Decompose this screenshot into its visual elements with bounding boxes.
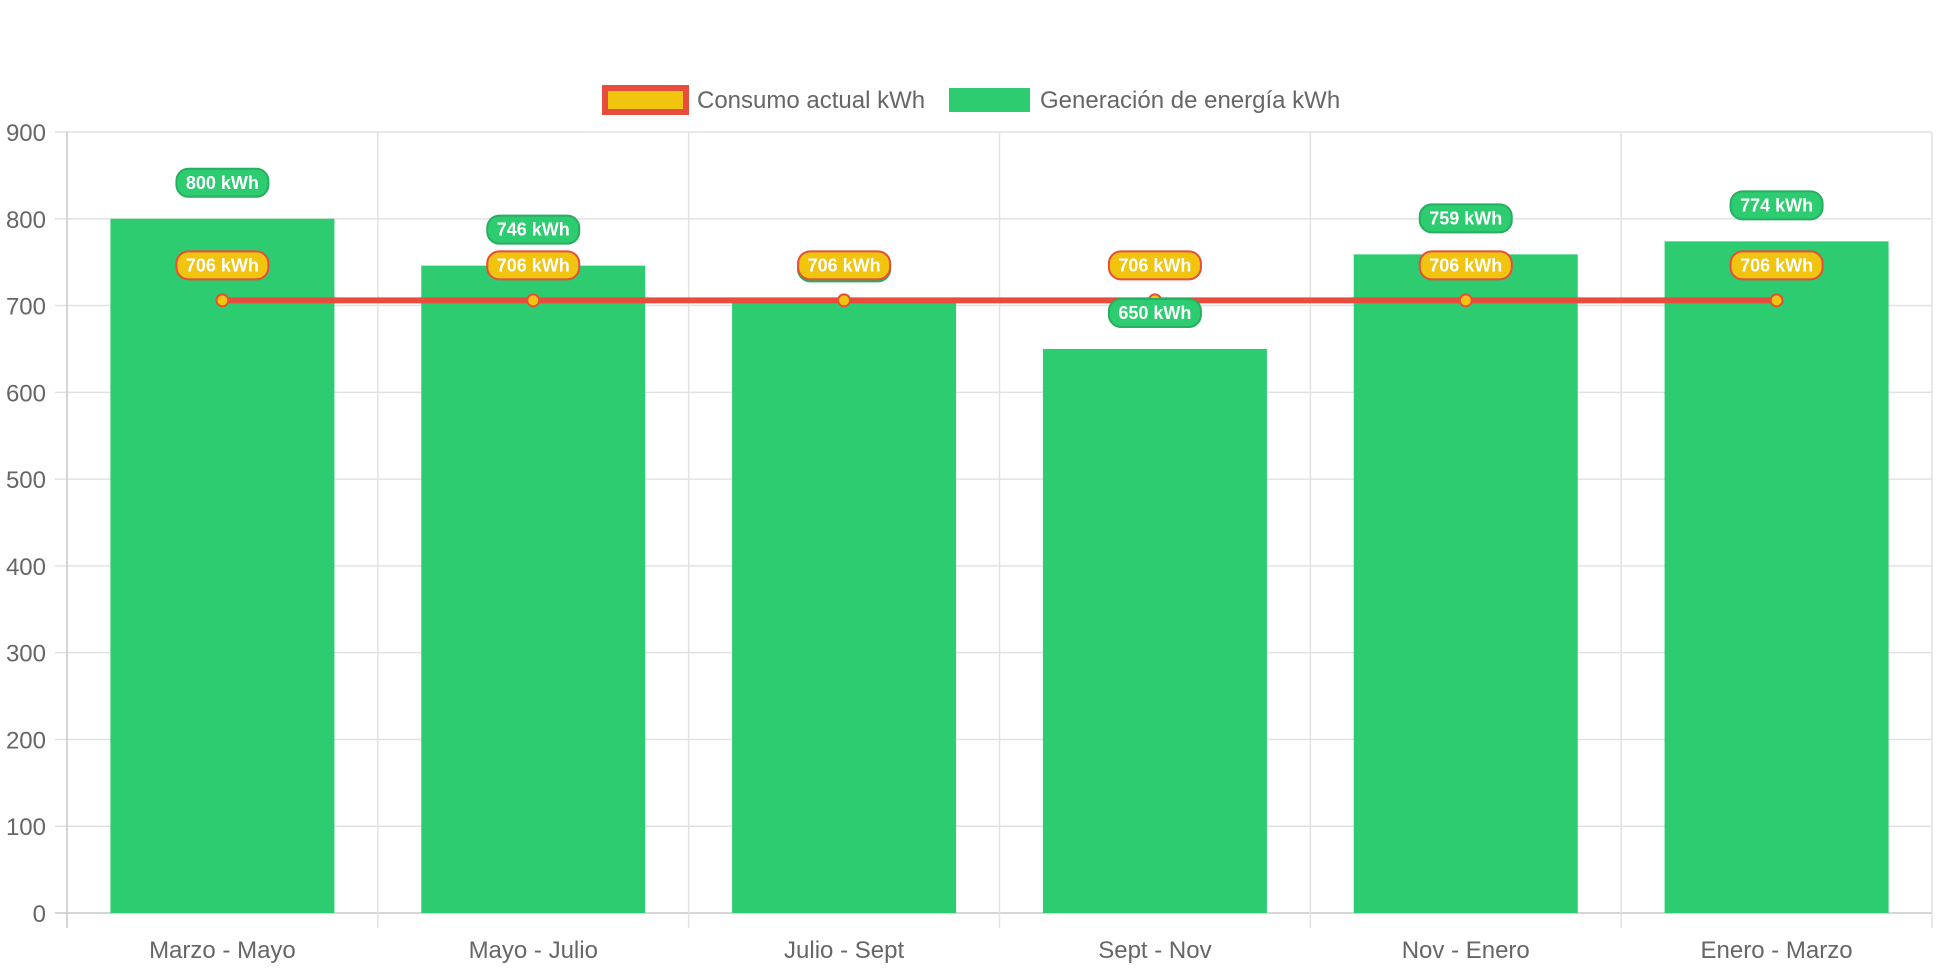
- y-tick-label: 800: [6, 207, 46, 234]
- data-label-generacion-bg: [175, 167, 270, 198]
- legend: Consumo actual kWh Generación de energía…: [602, 85, 1340, 115]
- data-label-generacion: 650 kWh: [1107, 297, 1202, 328]
- data-label-generacion: 746 kWh: [486, 214, 581, 245]
- data-label-generacion-text: 759 kWh: [1429, 208, 1502, 228]
- data-label-generacion-text: 650 kWh: [1118, 303, 1191, 323]
- y-tick-label: 500: [6, 467, 46, 494]
- bar-generacion[interactable]: [732, 300, 957, 913]
- y-tick-label: 600: [6, 380, 46, 407]
- legend-label-consumo: Consumo actual kWh: [697, 87, 925, 114]
- data-label-generacion-text: 746 kWh: [497, 220, 570, 240]
- point-consumo[interactable]: [1458, 293, 1473, 308]
- data-label-generacion: 774 kWh: [1729, 190, 1824, 221]
- data-label-generacion: 759 kWh: [1418, 203, 1513, 234]
- data-label-consumo: 706 kWh: [797, 250, 892, 281]
- point-consumo[interactable]: [526, 293, 541, 308]
- data-label-generacion-text: 774 kWh: [1740, 195, 1813, 215]
- point-consumo[interactable]: [837, 293, 852, 308]
- data-label-consumo-bg: [797, 250, 892, 281]
- x-tick-label: Marzo - Mayo: [149, 937, 296, 964]
- data-label-consumo-text: 706 kWh: [497, 255, 570, 275]
- data-label-consumo-text: 706 kWh: [808, 255, 881, 275]
- point-consumo[interactable]: [215, 293, 230, 308]
- point-consumo[interactable]: [1769, 293, 1784, 308]
- legend-item-consumo[interactable]: Consumo actual kWh: [602, 85, 925, 115]
- x-tick-label: Nov - Enero: [1402, 937, 1530, 964]
- y-tick-label: 400: [6, 554, 46, 581]
- data-label-generacion-bg: [1418, 203, 1513, 234]
- data-label-consumo: 706 kWh: [175, 250, 270, 281]
- bar-generacion[interactable]: [1664, 241, 1889, 914]
- x-tick-label: Julio - Sept: [784, 937, 904, 964]
- y-tick-label: 300: [6, 641, 46, 668]
- legend-swatch-generacion: [949, 88, 1030, 112]
- data-label-consumo-bg: [1729, 250, 1824, 281]
- data-label-consumo: 706 kWh: [1729, 250, 1824, 281]
- y-tick-label: 900: [6, 120, 46, 147]
- y-tick-label: 0: [33, 901, 46, 928]
- legend-label-generacion: Generación de energía kWh: [1040, 87, 1340, 114]
- data-label-consumo-bg: [175, 250, 270, 281]
- data-label-consumo-text: 706 kWh: [186, 255, 259, 275]
- y-tick-label: 200: [6, 727, 46, 754]
- data-label-consumo-text: 706 kWh: [1118, 255, 1191, 275]
- data-label-generacion-text: 800 kWh: [186, 173, 259, 193]
- data-labels: 800 kWh 746 kWh 706 kWh 650 kWh 759 kWh 774 k…: [175, 167, 1824, 328]
- data-label-generacion-bg: [486, 214, 581, 245]
- y-tick-label: 100: [6, 814, 46, 841]
- grid: [55, 131, 1933, 928]
- y-tick-label: 700: [6, 294, 46, 321]
- x-tick-label: Sept - Nov: [1098, 937, 1211, 964]
- data-label-consumo-bg: [1107, 250, 1202, 281]
- bar-generacion[interactable]: [110, 218, 335, 913]
- bar-generacion[interactable]: [1353, 254, 1578, 913]
- data-label-consumo: 706 kWh: [486, 250, 581, 281]
- data-label-consumo-bg: [486, 250, 581, 281]
- legend-swatch-consumo: [602, 85, 689, 115]
- x-tick-label: Mayo - Julio: [469, 937, 598, 964]
- bars: [110, 218, 1889, 914]
- data-label-generacion: 800 kWh: [175, 167, 270, 198]
- data-label-generacion-bg: [1729, 190, 1824, 221]
- data-label-consumo: 706 kWh: [1107, 250, 1202, 281]
- bar-generacion[interactable]: [1042, 348, 1267, 913]
- bar-generacion[interactable]: [421, 265, 646, 913]
- data-label-consumo-text: 706 kWh: [1429, 255, 1502, 275]
- axes: 0 100 200 300 400 500 600 700 800 900 Marzo - Mayo…: [6, 120, 1853, 964]
- legend-item-generacion[interactable]: Generación de energía kWh: [949, 87, 1340, 114]
- data-label-consumo: 706 kWh: [1418, 250, 1513, 281]
- data-label-generacion-bg: [1107, 297, 1202, 328]
- data-label-consumo-text: 706 kWh: [1740, 255, 1813, 275]
- data-label-consumo-bg: [1418, 250, 1513, 281]
- x-tick-label: Enero - Marzo: [1701, 937, 1853, 964]
